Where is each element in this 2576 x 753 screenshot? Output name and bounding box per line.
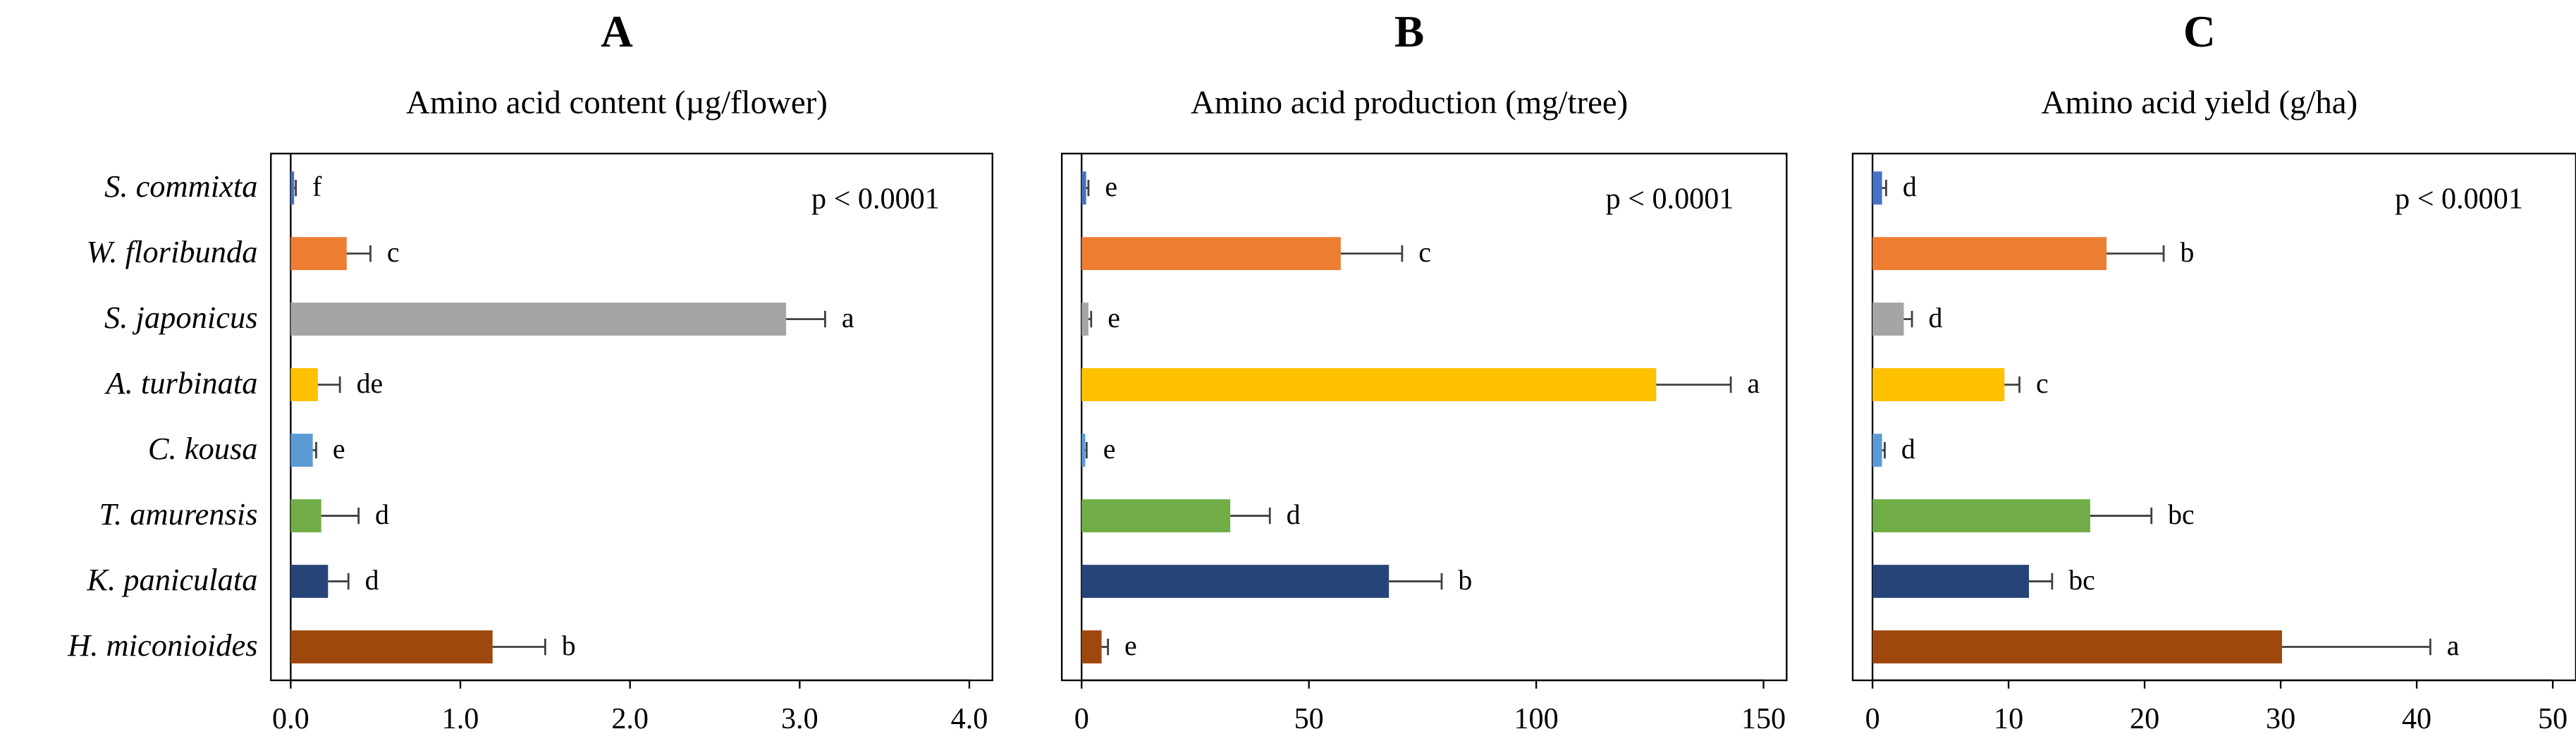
- x-tick-label: 100: [1514, 702, 1558, 735]
- x-tick-label: 50: [2538, 702, 2568, 735]
- x-tick-label: 1.0: [442, 702, 479, 735]
- significance-letter: c: [2036, 368, 2049, 399]
- bar: [1081, 434, 1086, 467]
- bar: [290, 368, 318, 402]
- significance-letter: d: [1287, 499, 1301, 530]
- bar: [290, 302, 787, 336]
- x-tick-label: 10: [1994, 702, 2023, 735]
- bar: [1872, 499, 2090, 532]
- bar: [1872, 434, 1882, 467]
- category-label: W. floribunda: [86, 234, 257, 269]
- significance-letter: d: [375, 499, 389, 530]
- bar: [290, 171, 295, 205]
- bar: [1872, 565, 2030, 598]
- significance-letter: bc: [2068, 565, 2095, 596]
- significance-letter: d: [1903, 171, 1917, 202]
- bar: [290, 434, 313, 467]
- panel-subtitle: Amino acid production (mg/tree): [1191, 85, 1628, 121]
- significance-letter: a: [842, 302, 854, 333]
- p-value: p < 0.0001: [811, 182, 940, 215]
- bar: [1081, 171, 1086, 205]
- significance-letter: f: [312, 171, 322, 202]
- significance-letter: b: [1458, 565, 1472, 596]
- plot-frame: [270, 152, 993, 682]
- significance-letter: e: [1105, 171, 1117, 202]
- panel-title: C: [2183, 7, 2216, 56]
- x-tick-label: 40: [2402, 702, 2431, 735]
- panel-title: B: [1394, 7, 1424, 56]
- bar: [1872, 237, 2107, 271]
- category-label: H. miconioides: [67, 628, 257, 663]
- significance-letter: d: [1928, 302, 1942, 333]
- p-value: p < 0.0001: [2395, 182, 2523, 215]
- x-tick-label: 150: [1741, 702, 1786, 735]
- category-label: S. japonicus: [104, 300, 257, 335]
- significance-letter: a: [1748, 368, 1760, 399]
- significance-letter: c: [387, 237, 400, 268]
- significance-letter: d: [365, 565, 379, 596]
- significance-letter: d: [1901, 434, 1915, 465]
- x-tick-label: 2.0: [611, 702, 649, 735]
- panel-subtitle: Amino acid content (µg/flower): [406, 85, 828, 121]
- x-tick-label: 0: [1865, 702, 1880, 735]
- bar: [290, 630, 493, 663]
- bar: [1081, 565, 1390, 598]
- category-label: K. paniculata: [86, 562, 257, 597]
- category-label: S. commixta: [104, 169, 257, 204]
- bar: [290, 237, 347, 271]
- x-tick-label: 20: [2130, 702, 2159, 735]
- x-tick-label: 50: [1294, 702, 1324, 735]
- bar: [1081, 302, 1088, 336]
- bar: [1081, 368, 1657, 402]
- panel-title: A: [601, 7, 633, 56]
- x-tick-label: 30: [2266, 702, 2295, 735]
- significance-letter: e: [333, 434, 345, 465]
- x-tick-label: 3.0: [781, 702, 818, 735]
- significance-letter: e: [1124, 630, 1137, 661]
- bar: [1081, 630, 1102, 663]
- bar: [1872, 630, 2283, 663]
- bar: [1872, 302, 1904, 336]
- significance-letter: e: [1103, 434, 1116, 465]
- panel-subtitle: Amino acid yield (g/ha): [2042, 85, 2358, 121]
- category-label: A. turbinata: [104, 365, 258, 400]
- significance-letter: b: [2181, 237, 2195, 268]
- significance-letter: bc: [2168, 499, 2195, 530]
- x-tick-label: 4.0: [951, 702, 988, 735]
- significance-letter: de: [357, 368, 384, 399]
- category-label: C. kousa: [148, 431, 258, 466]
- bar: [290, 499, 321, 532]
- plot-frame: [1060, 152, 1788, 682]
- significance-letter: c: [1418, 237, 1431, 268]
- bar: [290, 565, 329, 598]
- p-value: p < 0.0001: [1606, 182, 1734, 215]
- category-label: T. amurensis: [99, 496, 258, 532]
- plot-frame: [1851, 152, 2576, 682]
- bar: [1872, 171, 1882, 205]
- bar: [1081, 237, 1341, 271]
- significance-letter: a: [2447, 630, 2460, 661]
- significance-letter: b: [562, 630, 576, 661]
- x-tick-label: 0.0: [272, 702, 309, 735]
- significance-letter: e: [1108, 302, 1120, 333]
- bar: [1081, 499, 1231, 532]
- bar: [1872, 368, 2005, 402]
- x-tick-label: 0: [1074, 702, 1089, 735]
